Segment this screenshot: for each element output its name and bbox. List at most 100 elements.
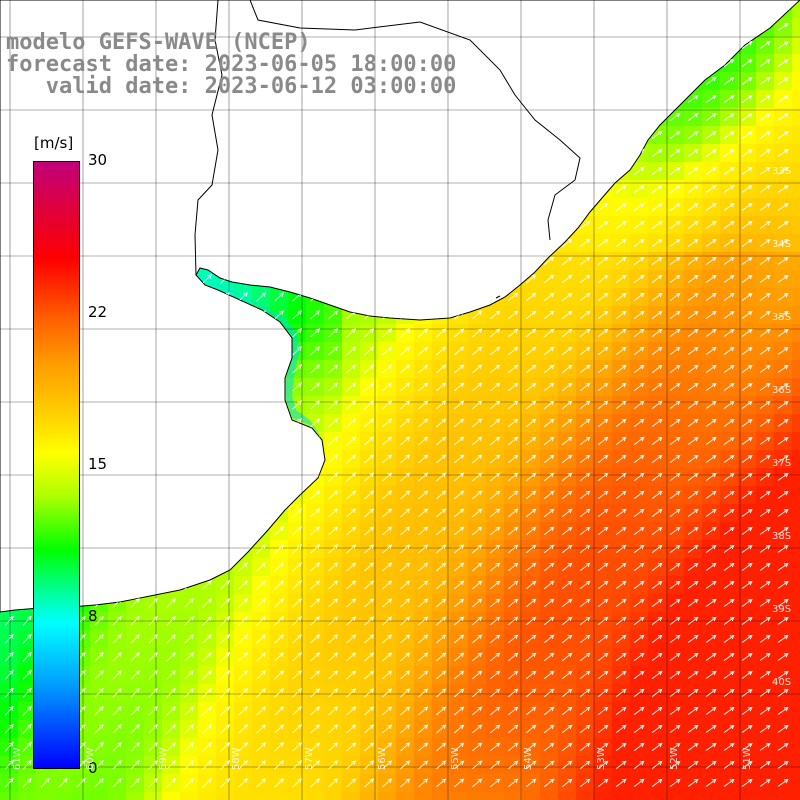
wind-arrow (741, 202, 753, 211)
wind-arrow (400, 472, 411, 482)
wind-arrow (526, 490, 537, 500)
wind-arrow (759, 563, 771, 571)
wind-arrow (238, 670, 248, 680)
wind-cell (702, 792, 721, 800)
wind-cell (630, 792, 649, 800)
wind-arrow (526, 616, 537, 626)
wind-arrow (526, 418, 537, 428)
wind-arrow (651, 490, 663, 499)
wind-arrow (148, 778, 158, 788)
wind-arrow (400, 490, 411, 500)
wind-cell (792, 144, 800, 163)
wind-arrow (184, 598, 194, 608)
wind-arrow (508, 490, 519, 500)
wind-arrow (364, 580, 375, 590)
wind-cell (792, 468, 800, 487)
wind-arrow (400, 670, 411, 680)
wind-arrow (579, 490, 591, 500)
wind-arrow (579, 778, 591, 788)
wind-cell (738, 792, 757, 800)
wind-arrow (436, 598, 447, 608)
wind-arrow (741, 274, 753, 283)
wind-arrow (651, 148, 663, 157)
wind-arrow (741, 670, 753, 679)
wind-arrow (741, 454, 753, 463)
wind-arrow (705, 274, 717, 283)
wind-arrow (723, 112, 735, 121)
wind-arrow (166, 742, 176, 752)
wind-arrow (669, 148, 681, 157)
wind-arrow (400, 454, 411, 464)
wind-arrow (418, 454, 429, 464)
wind-arrow (328, 346, 339, 356)
wind-arrow (508, 544, 519, 554)
wind-arrow (597, 778, 609, 788)
wind-arrow (669, 310, 681, 319)
wind-arrow (238, 742, 248, 752)
wind-arrow (454, 490, 465, 500)
wind-arrow (723, 544, 735, 553)
wind-arrow (256, 292, 267, 302)
wind-arrow (705, 508, 717, 517)
wind-cell (792, 522, 800, 541)
wind-arrow (472, 670, 483, 680)
wind-arrow (328, 760, 339, 770)
wind-cell (594, 792, 613, 800)
wind-arrow (669, 382, 681, 391)
wind-arrow (22, 669, 32, 680)
wind-arrow (328, 634, 339, 644)
wind-arrow (651, 706, 663, 715)
wind-arrow (400, 598, 411, 608)
wind-arrow (579, 652, 591, 662)
wind-arrow (615, 778, 627, 788)
wind-arrow (94, 651, 104, 662)
wind-arrow (777, 653, 789, 661)
wind-cell (792, 396, 800, 415)
wind-arrow (597, 526, 609, 536)
wind-arrow (579, 328, 591, 338)
wind-arrow (597, 292, 609, 302)
wind-arrow (4, 777, 14, 788)
wind-arrow (22, 615, 32, 626)
wind-cell (792, 324, 800, 343)
wind-arrow (436, 472, 447, 482)
wind-arrow (256, 634, 267, 644)
wind-arrow (166, 598, 176, 608)
wind-arrow (669, 724, 681, 733)
wind-arrow (472, 706, 483, 716)
wind-arrow (759, 419, 771, 427)
wind-arrow (723, 382, 735, 391)
wind-arrow (705, 238, 717, 247)
wind-arrow (454, 454, 465, 464)
wind-arrow (669, 562, 681, 571)
wind-arrow (382, 526, 393, 536)
wind-arrow (705, 436, 717, 445)
wind-arrow (597, 328, 609, 338)
wind-arrow (292, 706, 303, 716)
wind-arrow (382, 472, 393, 482)
wind-arrow (723, 220, 735, 229)
wind-arrow (633, 238, 645, 247)
wind-arrow (633, 670, 645, 679)
wind-arrow (759, 185, 771, 193)
wind-arrow (651, 220, 663, 229)
wind-arrow (346, 364, 357, 374)
wind-arrow (544, 652, 555, 662)
wind-arrow (382, 670, 393, 680)
wind-arrow (759, 275, 771, 283)
wind-arrow (759, 59, 771, 67)
wind-cell (792, 0, 800, 19)
wind-arrow (274, 742, 285, 752)
wind-arrow (741, 364, 753, 373)
wind-arrow (346, 508, 357, 518)
wind-arrow (238, 778, 248, 788)
wind-arrow (328, 400, 339, 410)
wind-arrow (364, 490, 375, 500)
wind-arrow (400, 526, 411, 536)
wind-arrow (759, 761, 771, 769)
wind-arrow (526, 364, 537, 374)
wind-arrow (274, 526, 285, 536)
wind-arrow (651, 454, 663, 463)
wind-arrow (364, 436, 375, 446)
wind-arrow (346, 778, 357, 788)
